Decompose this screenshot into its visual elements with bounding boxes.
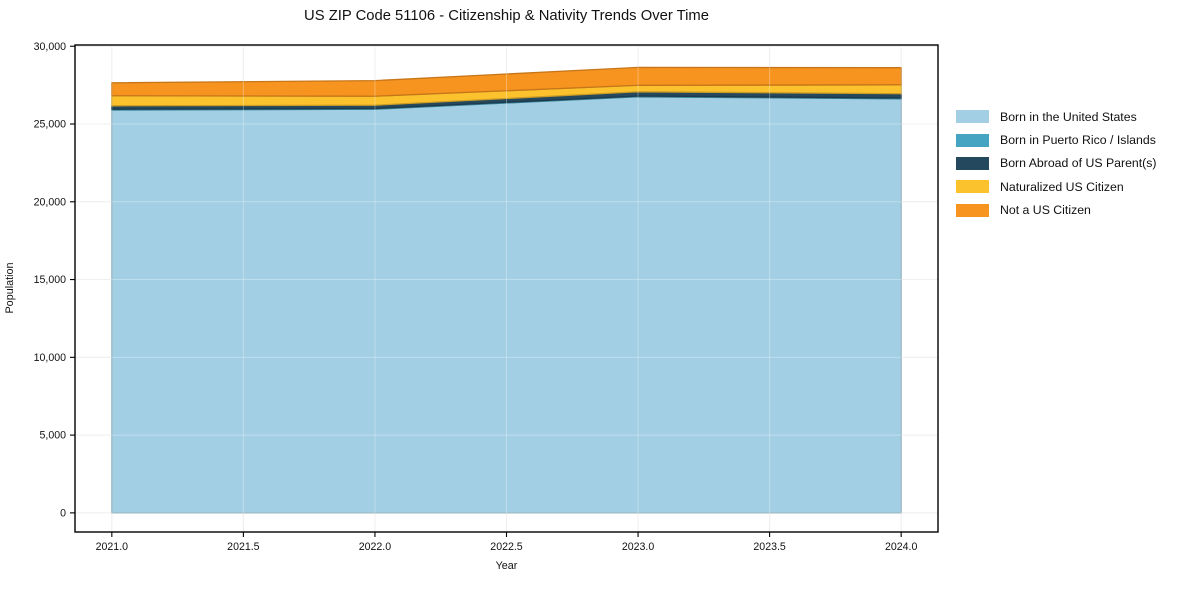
legend: Born in the United States Born in Puerto …: [956, 105, 1157, 222]
legend-swatch: [956, 156, 989, 170]
x-tick-label: 2023.0: [622, 541, 655, 553]
legend-label: Not a US Citizen: [1000, 203, 1091, 218]
legend-item: Born in Puerto Rico / Islands: [956, 128, 1157, 151]
legend-label: Naturalized US Citizen: [1000, 179, 1124, 194]
y-tick-label: 15,000: [34, 274, 67, 286]
x-tick-label: 2021.5: [227, 541, 260, 553]
legend-item: Born in the United States: [956, 105, 1157, 128]
x-axis-title: Year: [495, 560, 518, 572]
chart-title: US ZIP Code 51106 - Citizenship & Nativi…: [304, 8, 709, 24]
x-tick-label: 2022.0: [359, 541, 392, 553]
legend-label: Born in the United States: [1000, 109, 1137, 124]
y-tick-label: 0: [60, 507, 66, 519]
legend-swatch: [956, 110, 989, 124]
legend-label: Born Abroad of US Parent(s): [1000, 156, 1157, 171]
legend-swatch: [956, 180, 989, 194]
x-tick-label: 2022.5: [490, 541, 523, 553]
y-tick-label: 30,000: [34, 41, 67, 53]
legend-swatch: [956, 133, 989, 147]
y-axis-title: Population: [4, 262, 16, 314]
legend-item: Naturalized US Citizen: [956, 175, 1157, 198]
legend-swatch: [956, 203, 989, 217]
area-series: [111, 66, 902, 97]
legend-item: Born Abroad of US Parent(s): [956, 152, 1157, 175]
y-tick-label: 25,000: [34, 119, 67, 131]
legend-item: Not a US Citizen: [956, 199, 1157, 222]
y-tick-label: 5,000: [39, 430, 66, 442]
y-tick-label: 10,000: [34, 352, 67, 364]
x-tick-label: 2023.5: [753, 541, 786, 553]
legend-label: Born in Puerto Rico / Islands: [1000, 133, 1156, 148]
y-tick-label: 20,000: [34, 196, 67, 208]
x-tick-label: 2021.0: [96, 541, 129, 553]
x-tick-label: 2024.0: [885, 541, 918, 553]
